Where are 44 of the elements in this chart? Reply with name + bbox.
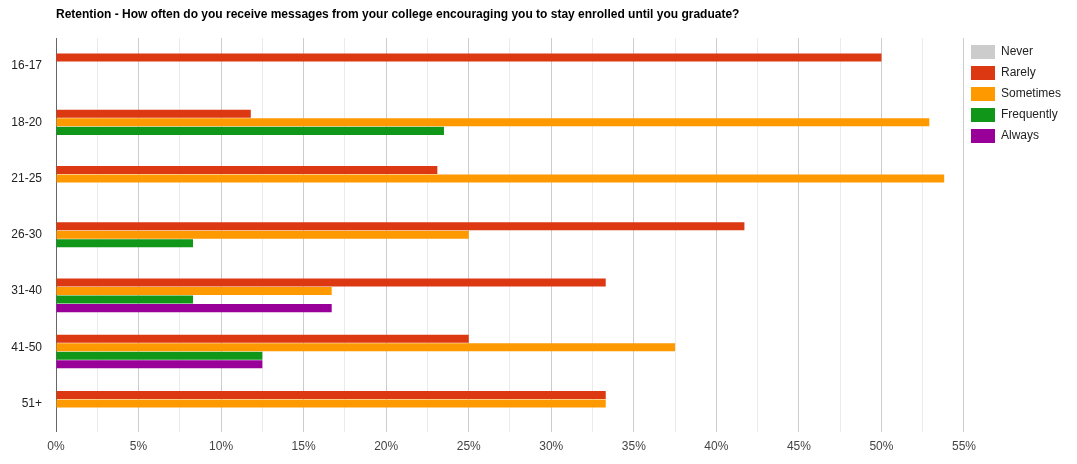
legend-label: Frequently [1000, 107, 1058, 122]
bar [56, 118, 930, 127]
legend-label: Rarely [1000, 65, 1036, 80]
bar [56, 343, 676, 352]
y-tick-label: 26-30 [11, 227, 43, 242]
bar [56, 304, 332, 313]
x-tick-label: 55% [951, 439, 977, 454]
y-tick-label: 21-25 [11, 170, 43, 185]
bar [56, 174, 945, 183]
x-tick-label: 0% [47, 439, 65, 454]
bar [56, 360, 263, 369]
bar [56, 334, 469, 343]
x-tick-label: 10% [209, 439, 234, 454]
x-tick-label: 40% [704, 439, 729, 454]
x-tick-label: 25% [456, 439, 482, 454]
legend-label: Never [1000, 44, 1033, 59]
bar [56, 351, 263, 360]
bar [56, 166, 438, 175]
x-tick-label: 45% [786, 439, 812, 454]
y-tick-label: 41-50 [11, 339, 43, 354]
y-tick-label: 51+ [21, 395, 42, 410]
legend-label: Sometimes [1000, 86, 1062, 101]
bar [56, 390, 606, 399]
x-tick-label: 50% [869, 439, 894, 454]
bar [56, 109, 251, 118]
bar [56, 239, 194, 248]
y-tick-label: 16-17 [11, 58, 43, 73]
x-tick-label: 30% [539, 439, 564, 454]
bar [56, 53, 882, 62]
x-tick-label: 20% [374, 439, 399, 454]
y-tick-label: 18-20 [11, 114, 43, 129]
bar [56, 126, 444, 135]
legend-label: Always [1000, 128, 1039, 143]
x-tick-label: 5% [129, 439, 148, 454]
y-tick-label: 31-40 [11, 283, 43, 298]
bar [56, 278, 606, 287]
bar [56, 222, 745, 231]
bar [56, 399, 606, 408]
bar [56, 230, 469, 239]
x-tick-label: 35% [621, 439, 647, 454]
bar [56, 295, 194, 304]
chart-title: Retention - How often do you receive messages from your college encouraging you to stay enrolled until you graduate? [56, 7, 740, 21]
bar [56, 287, 332, 296]
x-tick-label: 15% [291, 439, 316, 454]
